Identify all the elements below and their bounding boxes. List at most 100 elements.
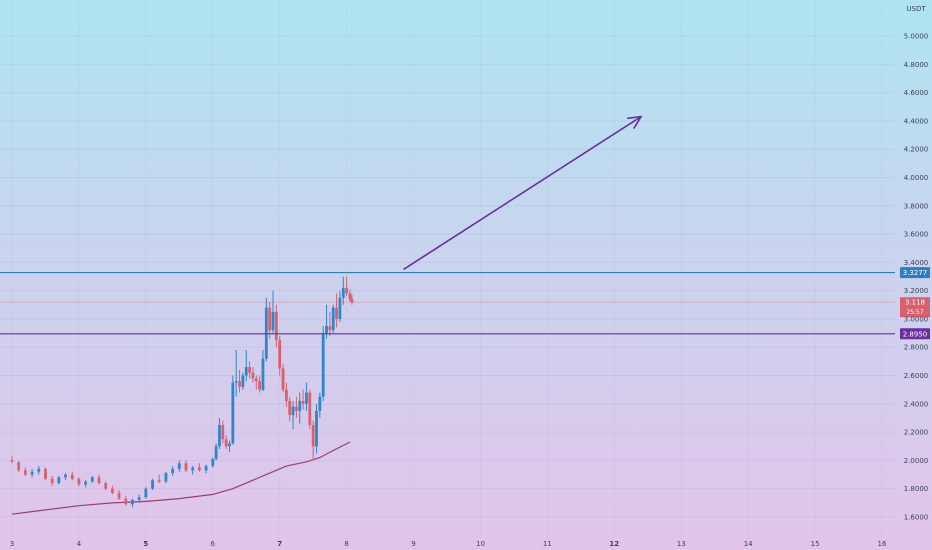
y-tick-label: 4.8000: [904, 61, 929, 69]
current-price-label: 3.118: [905, 299, 925, 307]
candle-body: [244, 367, 248, 376]
horizontal-line-label: 2.8950: [903, 330, 928, 338]
candle-body: [197, 467, 201, 471]
candle-body: [288, 400, 292, 416]
trend-arrow-layer[interactable]: [403, 115, 643, 271]
x-tick-label: 12: [609, 540, 619, 548]
current-price-countdown: 25:57: [906, 309, 923, 316]
candle-body: [284, 389, 288, 401]
candle-body: [350, 299, 354, 303]
time-axis[interactable]: 3 4 5 6 7 8 9 10 11 12 13 14 15 16: [10, 540, 887, 548]
candle-body: [268, 307, 272, 331]
candle-body: [164, 473, 168, 482]
grid-lines: [0, 35, 895, 518]
candle-body: [137, 497, 141, 501]
candle-body: [228, 443, 231, 447]
x-tick-label: 11: [543, 540, 552, 548]
candle-body: [345, 287, 349, 294]
candle-body: [281, 368, 285, 390]
x-tick-label: 10: [476, 540, 485, 548]
candle-body: [157, 480, 161, 482]
candle-body: [274, 311, 278, 341]
candle-body: [204, 466, 208, 471]
candle-body: [231, 382, 235, 444]
candle-body: [171, 468, 175, 474]
candle-body: [50, 478, 54, 484]
candle-body: [335, 307, 338, 319]
candle-body: [84, 481, 88, 485]
y-tick-label: 4.0000: [904, 174, 929, 182]
y-tick-label: 2.4000: [904, 400, 929, 408]
candle-body: [258, 381, 262, 390]
candle-body: [23, 470, 27, 475]
candle-body: [331, 307, 335, 331]
candle-body: [151, 480, 154, 489]
y-tick-label: 3.6000: [904, 231, 929, 239]
candle-body: [341, 287, 345, 298]
x-tick-label: 4: [77, 540, 82, 548]
y-tick-label: 2.6000: [904, 372, 929, 380]
y-tick-label: 1.6000: [904, 514, 929, 522]
candle-body: [325, 326, 328, 334]
horizontal-line-tag: [900, 267, 930, 279]
candle-body: [254, 378, 258, 382]
y-tick-label: 4.2000: [904, 146, 929, 154]
candle-body: [318, 396, 322, 411]
x-tick-label: 3: [10, 540, 14, 548]
candle-body: [191, 467, 195, 471]
x-tick-label: 9: [411, 540, 415, 548]
candle-body: [295, 406, 298, 411]
y-tick-label: 4.6000: [904, 89, 929, 97]
candle-body: [251, 372, 255, 379]
candle-body: [221, 425, 225, 440]
candle-body: [70, 474, 74, 479]
candle-body: [264, 307, 268, 359]
horizontal-line-label: 3.3277: [903, 269, 928, 277]
candle-body: [291, 406, 295, 416]
y-tick-label: 2.8000: [904, 344, 929, 352]
candle-body: [298, 400, 302, 411]
candle-body: [305, 392, 308, 404]
y-tick-label: 2.2000: [904, 429, 929, 437]
candle-body: [311, 425, 315, 447]
candle-body: [144, 488, 148, 498]
candle-body: [308, 392, 312, 426]
candle-body: [57, 477, 61, 484]
current-price-tag: [900, 297, 930, 318]
candle-body: [241, 375, 245, 387]
y-tick-label: 3.4000: [904, 259, 929, 267]
candle-body: [104, 483, 108, 489]
moving-average-line: [11, 441, 351, 515]
candle-body: [238, 381, 241, 387]
candle-body: [110, 488, 114, 493]
y-tick-label: 2.0000: [904, 457, 929, 465]
y-tick-label: 1.8000: [904, 485, 929, 493]
candle-body: [211, 458, 215, 467]
horizontal-line-tag: [900, 328, 930, 340]
x-tick-label: 8: [344, 540, 348, 548]
candle-body: [117, 492, 121, 499]
candle-body: [321, 333, 325, 397]
horizontal-lines-layer[interactable]: 3.3277 2.8950 3.118 25:57: [0, 267, 930, 340]
candle-body: [177, 463, 181, 469]
candle-body: [234, 381, 238, 383]
price-axis[interactable]: 5.0000 4.8000 4.6000 4.4000 4.2000 4.0000 3.80…: [904, 33, 929, 522]
candle-body: [338, 297, 342, 319]
candle-body: [90, 477, 94, 482]
candle-body: [184, 463, 188, 471]
candle-body: [77, 478, 81, 485]
candle-body: [37, 468, 41, 472]
candle-body: [248, 367, 251, 373]
candle-body: [328, 326, 332, 331]
candle-body: [97, 477, 101, 484]
x-tick-label: 15: [811, 540, 820, 548]
currency-label: USDT: [906, 5, 926, 13]
candle-body: [348, 293, 352, 300]
candle-body: [271, 311, 275, 331]
y-tick-label: 3.2000: [904, 287, 929, 295]
y-tick-label: 5.0000: [904, 33, 929, 41]
candle-body: [44, 468, 47, 479]
candle-body: [261, 358, 265, 390]
